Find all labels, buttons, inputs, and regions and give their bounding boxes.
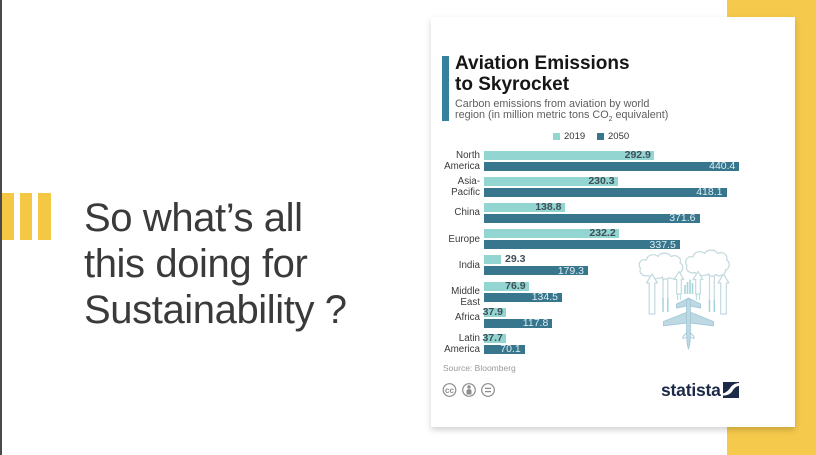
svg-text:cc: cc — [445, 386, 454, 395]
